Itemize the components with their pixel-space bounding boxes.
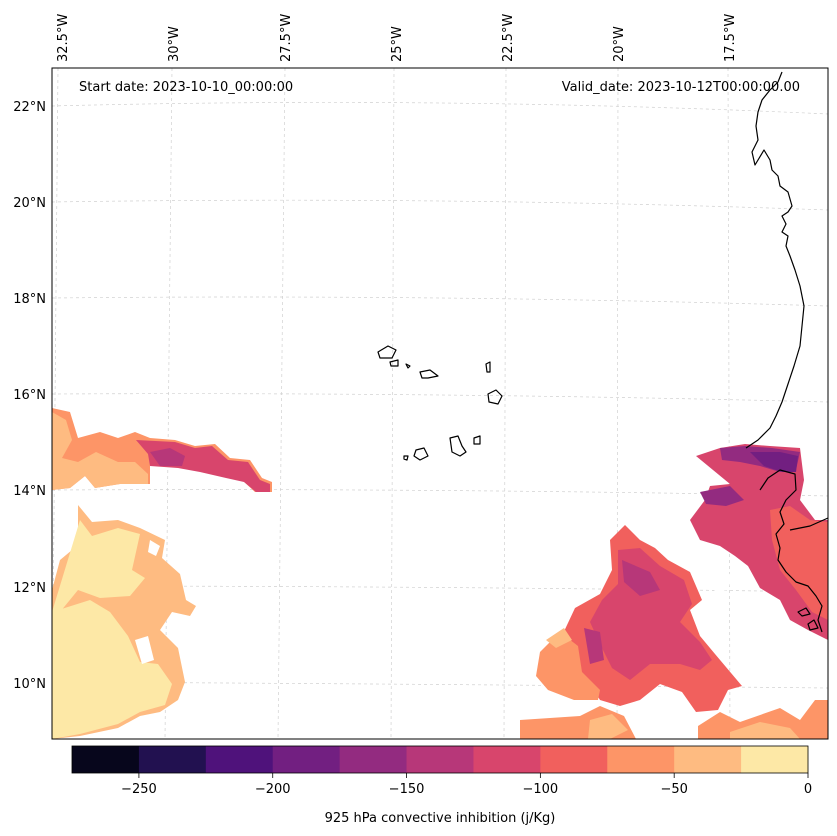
contour-southwest-inner (52, 520, 172, 739)
lat-label-16n: 16°N (13, 388, 46, 403)
island-boa-vista (487, 389, 503, 405)
lat-label-22n: 22°N (13, 100, 46, 115)
contour-east-coast-warm (770, 506, 828, 620)
cin-contours (52, 408, 828, 739)
lon-label-20w: 20°W (612, 26, 627, 62)
colorbar-tick-label: −50 (660, 782, 687, 797)
lat-label-18n: 18°N (13, 292, 46, 307)
colorbar-segment (741, 746, 809, 773)
lat-label-14n: 14°N (13, 484, 46, 499)
colorbar-segment (138, 746, 207, 773)
island-fogo (413, 447, 429, 461)
lon-label-27-5w: 27.5°W (279, 14, 294, 62)
senegal-coast (759, 469, 823, 633)
colorbar-tick-label: −100 (523, 782, 559, 797)
valid-date-label: Valid_date: 2023-10-12T00:00:00.00 (562, 80, 800, 95)
colorbar-segment (339, 746, 408, 773)
colorbar-tick-label: −200 (255, 782, 291, 797)
colorbar-segment (674, 746, 742, 773)
contour-east-corner-light (730, 722, 800, 739)
coastlines (377, 71, 828, 633)
colorbar: −250 −200 −150 −100 −50 0 925 hPa convective … (71, 745, 812, 826)
island-santiago (449, 435, 467, 457)
lat-label-12n: 12°N (13, 581, 46, 596)
contour-southeast-purple (584, 560, 660, 664)
colorbar-tick-label: −150 (389, 782, 425, 797)
lat-label-20n: 20°N (13, 196, 46, 211)
lon-label-32-5w: 32.5°W (56, 14, 71, 62)
island-brava (403, 455, 409, 461)
island-santo-antao (377, 345, 397, 359)
colorbar-segment (406, 746, 474, 773)
lat-labels: 22°N 20°N 18°N 16°N 14°N 12°N 10°N (13, 100, 46, 692)
contour-east-coast-dark (750, 452, 798, 472)
lat-label-10n: 10°N (13, 677, 46, 692)
map-frame (51, 67, 829, 740)
colorbar-segment (272, 746, 341, 773)
colorbar-label: 925 hPa convective inhibition (j/Kg) (325, 811, 556, 826)
guinea-bissau-islands (797, 607, 819, 631)
lon-label-25w: 25°W (390, 26, 405, 62)
colorbar-segments (72, 746, 809, 773)
colorbar-ticks: −250 −200 −150 −100 −50 0 (121, 773, 812, 797)
map-area: Start date: 2023-10-10_00:00:00 Valid_da… (52, 68, 828, 739)
island-maio (473, 435, 481, 445)
island-sao-vicente (389, 359, 399, 367)
colorbar-tick-label: 0 (804, 782, 812, 797)
contour-southeast-light (520, 632, 636, 739)
colorbar-tick-label: −250 (121, 782, 157, 797)
lon-label-30w: 30°W (167, 26, 182, 62)
contour-southeast-mid (590, 548, 712, 680)
colorbar-segment (607, 746, 675, 773)
start-date-label: Start date: 2023-10-10_00:00:00 (79, 80, 293, 95)
lon-label-17-5w: 17.5°W (723, 14, 738, 62)
island-sal (485, 361, 491, 373)
contour-west-band-light (52, 412, 148, 490)
lon-label-22-5w: 22.5°W (501, 14, 516, 62)
contour-southwest-gap1 (135, 636, 154, 664)
gambia-river (789, 517, 828, 531)
contour-southeast-lightest (546, 628, 628, 739)
contour-east-corner (698, 700, 828, 739)
island-sao-nicolau (419, 369, 439, 379)
africa-coastline (745, 71, 805, 449)
colorbar-frame (71, 745, 809, 774)
lon-labels: 32.5°W 30°W 27.5°W 25°W 22.5°W 20°W 17.5… (56, 14, 738, 62)
colorbar-segment (473, 746, 541, 773)
contour-west-band-purple (150, 448, 185, 466)
contour-southwest-gap2 (148, 540, 160, 556)
colorbar-segment (540, 746, 608, 773)
island-santa-luzia (405, 363, 411, 369)
colorbar-segment (205, 746, 274, 773)
contour-east-coast-gap (706, 566, 732, 592)
colorbar-segment (72, 746, 140, 773)
